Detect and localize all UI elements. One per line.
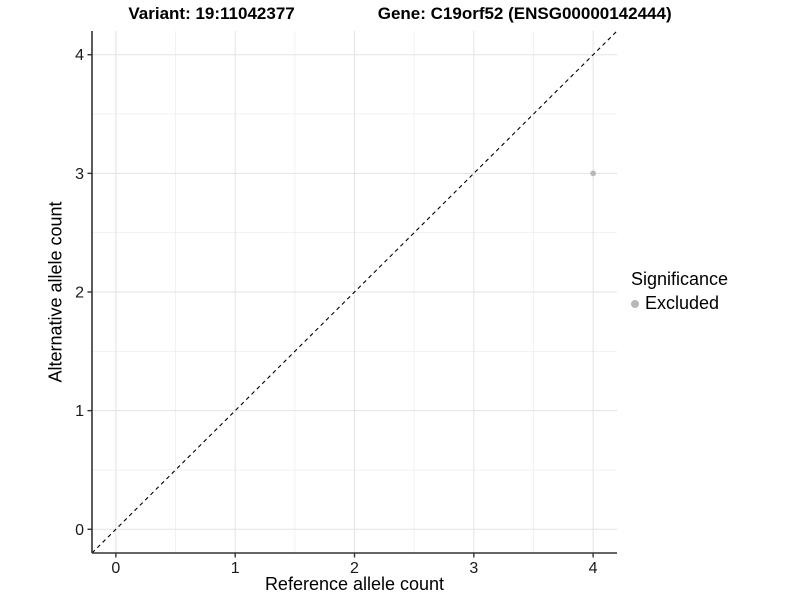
gene-title: Gene: C19orf52 (ENSG00000142444) bbox=[377, 4, 672, 23]
x-axis-title: Reference allele count bbox=[264, 574, 445, 594]
variant-title: Variant: 19:11042377 bbox=[128, 4, 295, 23]
data-point bbox=[590, 170, 597, 177]
y-tick-label: 4 bbox=[75, 47, 84, 64]
x-tick-label: 1 bbox=[231, 560, 240, 577]
y-tick-label: 3 bbox=[75, 166, 84, 183]
identity-line bbox=[91, 30, 618, 554]
plot-title: Variant: 19:11042377 Gene: C19orf52 (ENS… bbox=[0, 4, 800, 24]
legend-entries: Excluded bbox=[631, 293, 728, 314]
y-tick-label: 1 bbox=[75, 403, 84, 420]
legend-entry: Excluded bbox=[631, 293, 728, 314]
x-tick-label: 4 bbox=[589, 560, 598, 577]
y-axis-title: Alternative allele count bbox=[45, 201, 66, 383]
x-tick-label: 0 bbox=[111, 560, 120, 577]
legend-title: Significance bbox=[631, 269, 729, 289]
legend-key-dot-icon bbox=[631, 299, 639, 308]
y-tick-label: 0 bbox=[75, 522, 84, 539]
x-tick-label: 2 bbox=[350, 560, 359, 577]
x-tick-label: 3 bbox=[469, 560, 478, 577]
legend-entry-label: Excluded bbox=[645, 293, 720, 313]
legend: Significance Excluded bbox=[631, 269, 728, 314]
y-tick-label: 2 bbox=[75, 285, 84, 302]
